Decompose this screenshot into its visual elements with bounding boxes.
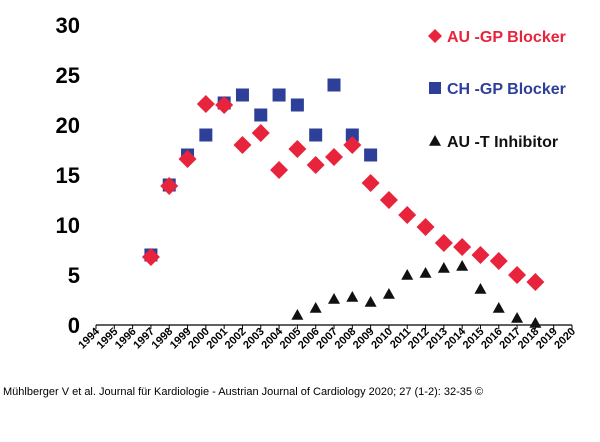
data-point-square <box>290 98 304 112</box>
data-point-triangle <box>474 283 487 294</box>
data-point-square <box>235 88 249 102</box>
legend-marker-triangle <box>429 135 441 146</box>
data-point-triangle <box>291 309 304 320</box>
data-point-diamond <box>398 206 417 224</box>
data-point-triangle <box>328 293 340 304</box>
data-point-diamond <box>379 191 398 209</box>
data-point-diamond <box>471 246 490 264</box>
data-point-diamond <box>196 95 215 113</box>
legend: AU -GP Blocker CH -GP Blocker AU -T Inhibi… <box>428 29 566 151</box>
data-point-square <box>327 78 341 92</box>
data-point-triangle <box>511 312 524 323</box>
data-point-diamond <box>270 161 289 179</box>
data-point-diamond <box>453 238 472 256</box>
data-point-triangle <box>529 317 542 328</box>
data-point-diamond <box>178 150 197 168</box>
axes: 0510152025301994199519961997199819992000… <box>56 13 579 351</box>
data-point-diamond <box>489 252 508 270</box>
scatter-chart: 0510152025301994199519961997199819992000… <box>56 13 579 351</box>
data-point-diamond <box>215 96 234 114</box>
data-point-diamond <box>416 218 435 236</box>
y-tick-label: 0 <box>68 313 80 338</box>
x-tick-label: 2020 <box>552 326 578 352</box>
data-point-square <box>309 128 323 142</box>
data-point-square <box>254 108 268 122</box>
y-tick-label: 20 <box>56 113 80 138</box>
data-point-diamond <box>343 136 362 154</box>
data-point-square <box>345 128 359 142</box>
data-point-triangle <box>346 291 359 302</box>
data-point-square <box>364 148 378 162</box>
data-point-diamond <box>233 136 252 154</box>
data-point-triangle <box>437 262 450 273</box>
y-tick-label: 5 <box>68 263 80 288</box>
data-point-diamond <box>508 266 527 284</box>
series-square <box>144 78 378 262</box>
y-tick-label: 10 <box>56 213 80 238</box>
data-point-diamond <box>526 273 545 291</box>
legend-marker-square <box>429 82 441 94</box>
data-point-diamond <box>306 156 325 174</box>
data-point-triangle <box>456 260 469 271</box>
data-point-triangle <box>419 267 432 278</box>
legend-label: AU -T Inhibitor <box>447 134 558 151</box>
data-point-square <box>199 128 213 142</box>
data-point-triangle <box>309 302 322 313</box>
data-point-diamond <box>325 148 343 166</box>
y-tick-label: 30 <box>56 13 80 38</box>
data-point-square <box>272 88 286 102</box>
data-point-diamond <box>288 140 307 158</box>
source-credit: Mühlberger V et al. Journal für Kardiolo… <box>3 386 484 398</box>
series-triangle <box>291 260 542 328</box>
legend-label: CH -GP Blocker <box>447 81 566 98</box>
y-tick-label: 25 <box>56 63 80 88</box>
data-point-diamond <box>251 124 270 142</box>
legend-label: AU -GP Blocker <box>447 29 566 46</box>
data-point-diamond <box>434 234 453 252</box>
data-point-diamond <box>160 177 179 195</box>
data-point-diamond <box>141 248 160 266</box>
data-point-triangle <box>492 302 505 313</box>
legend-marker-diamond <box>428 29 442 43</box>
series-diamond <box>141 95 545 291</box>
data-points <box>141 78 545 328</box>
data-point-diamond <box>361 174 380 192</box>
data-point-triangle <box>382 288 395 299</box>
data-point-triangle <box>401 269 414 280</box>
data-point-triangle <box>364 296 377 307</box>
y-tick-label: 15 <box>56 163 80 188</box>
